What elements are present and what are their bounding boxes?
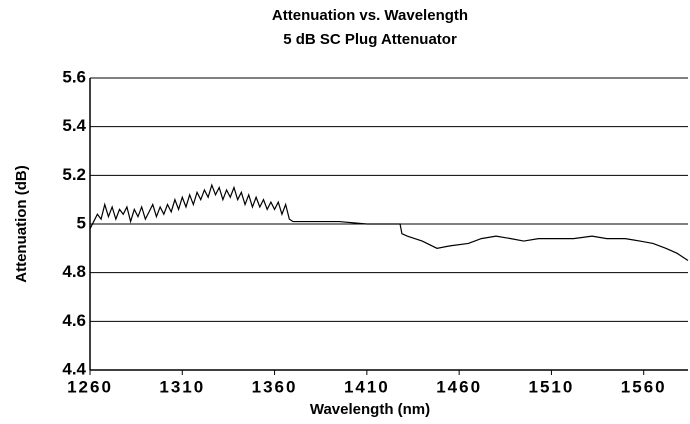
- x-tick-label: 1560: [621, 377, 667, 396]
- x-tick-label: 1510: [529, 377, 575, 396]
- y-tick-label: 4.4: [62, 359, 86, 378]
- y-tick-label: 5.2: [62, 165, 86, 184]
- chart-title: Attenuation vs. Wavelength: [272, 7, 468, 24]
- y-tick-label: 4.6: [62, 311, 86, 330]
- x-tick-label: 1410: [344, 377, 390, 396]
- x-tick-label: 1460: [436, 377, 482, 396]
- x-axis-label: Wavelength (nm): [310, 401, 430, 418]
- y-tick-label: 4.8: [62, 262, 86, 281]
- y-tick-label: 5.6: [62, 67, 86, 86]
- y-axis-label: Attenuation (dB): [13, 165, 30, 282]
- y-tick-label: 5: [77, 213, 86, 232]
- x-tick-label: 1260: [67, 377, 113, 396]
- x-tick-label: 1360: [252, 377, 298, 396]
- chart-subtitle: 5 dB SC Plug Attenuator: [283, 31, 457, 48]
- x-tick-label: 1310: [159, 377, 205, 396]
- data-line: [89, 183, 689, 262]
- y-tick-label: 5.4: [62, 116, 86, 135]
